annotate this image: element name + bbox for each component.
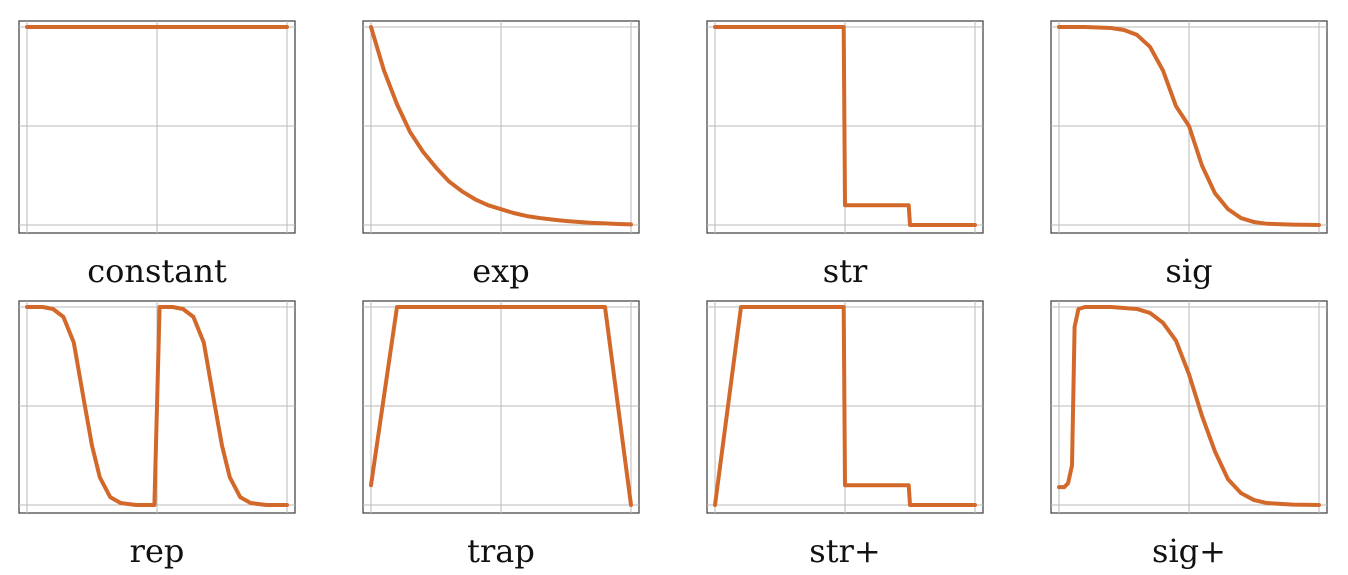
series-line-0 — [713, 305, 977, 507]
chart-caption: sig — [1165, 252, 1212, 290]
chart-exp: exp — [362, 20, 640, 290]
series-line-0 — [1057, 25, 1321, 227]
series-line-0 — [713, 25, 977, 227]
chart-str-plus: str+ — [706, 300, 984, 570]
chart-sig-plus: sig+ — [1050, 300, 1328, 570]
chart-rep: rep — [18, 300, 296, 570]
chart-caption: str — [823, 252, 868, 290]
chart-sig: sig — [1050, 20, 1328, 290]
chart-caption: trap — [467, 532, 535, 570]
chart-caption: constant — [87, 252, 227, 290]
chart-caption: sig+ — [1152, 532, 1226, 570]
chart-caption: str+ — [809, 532, 880, 570]
series-line-0 — [1057, 305, 1321, 507]
chart-trap: trap — [362, 300, 640, 570]
chart-caption: rep — [130, 532, 185, 570]
series-line-0 — [25, 305, 289, 507]
chart-str: str — [706, 20, 984, 290]
series-line-0 — [369, 305, 633, 507]
series-line-0 — [369, 25, 633, 227]
chart-constant: constant — [18, 20, 296, 290]
chart-caption: exp — [472, 252, 529, 290]
